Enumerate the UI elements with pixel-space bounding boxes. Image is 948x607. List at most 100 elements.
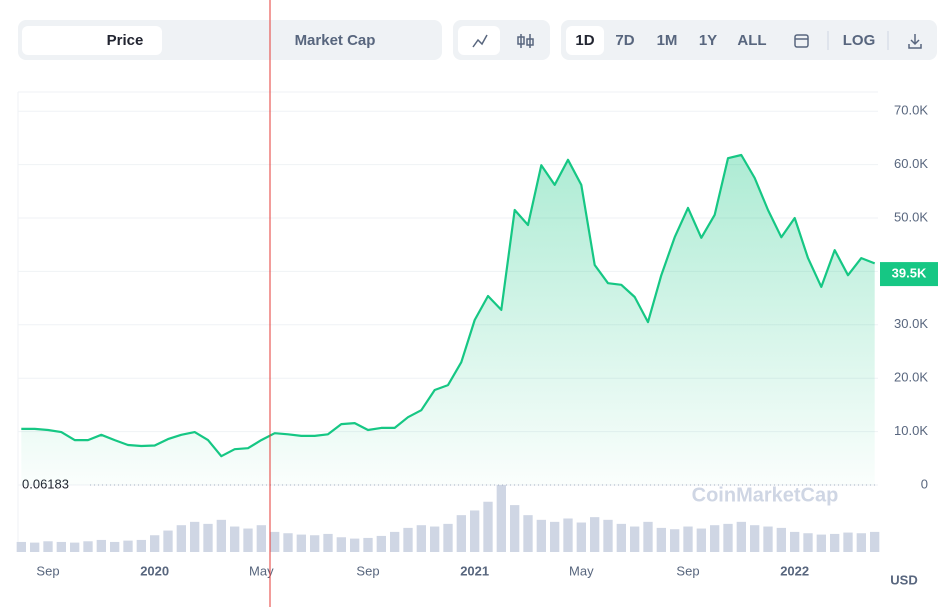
volume-bar — [603, 519, 613, 552]
log-button[interactable]: LOG — [843, 32, 876, 49]
volume-bar — [350, 538, 360, 552]
volume-bar — [443, 523, 453, 552]
volume-bar — [816, 534, 826, 552]
volume-bar — [776, 527, 786, 552]
volume-bar — [723, 523, 733, 552]
y-tick-label: 20.0K — [894, 370, 928, 385]
range-button[interactable]: 1D — [575, 32, 594, 49]
volume-bar — [696, 528, 706, 552]
volume-bar — [430, 526, 440, 552]
current-price-tag — [880, 262, 938, 287]
volume-bar — [536, 519, 546, 552]
volume-bar — [30, 542, 40, 552]
volume-bar — [323, 533, 333, 552]
volume-bar — [83, 541, 93, 552]
calendar-icon[interactable] — [794, 34, 809, 48]
download-icon[interactable] — [908, 34, 922, 49]
area-fill — [21, 155, 875, 485]
y-tick-label: 30.0K — [894, 316, 928, 331]
y-tick-label: 50.0K — [894, 209, 928, 224]
currency-label: USD — [890, 572, 917, 587]
volume-bar — [363, 537, 373, 552]
y-tick-label: 10.0K — [894, 423, 928, 438]
watermark: CoinMarketCap — [692, 484, 839, 506]
volume-bar — [403, 527, 413, 552]
volume-bar — [190, 521, 200, 552]
volume-bar — [110, 541, 120, 552]
volume-bar — [843, 532, 853, 552]
volume-bar — [176, 525, 186, 552]
volume-bar — [390, 531, 400, 552]
volume-bar — [150, 535, 160, 552]
range-group — [561, 20, 937, 60]
volume-bar — [630, 526, 640, 552]
volume-bar — [616, 523, 626, 552]
volume-bar — [470, 510, 480, 552]
volume-bar — [310, 535, 320, 552]
volume-bar — [710, 525, 720, 552]
volume-bar — [456, 515, 466, 552]
volume-bar — [270, 531, 280, 552]
volume-bar — [803, 533, 813, 552]
x-tick-label: May — [249, 563, 274, 578]
candle-icon[interactable] — [517, 34, 534, 48]
x-tick-label: 2021 — [460, 563, 489, 578]
volume-bar — [550, 521, 560, 552]
x-tick-label: Sep — [676, 563, 699, 578]
volume-bar — [563, 518, 573, 552]
line-icon — [472, 34, 488, 48]
volume-bar — [216, 519, 226, 552]
x-tick-label: Sep — [36, 563, 59, 578]
volume-bar — [763, 526, 773, 552]
y-tick-label: 60.0K — [894, 156, 928, 171]
volume-bar — [496, 485, 506, 552]
volume-bar — [483, 501, 493, 552]
volume-bar — [256, 525, 266, 552]
volume-bar — [70, 542, 80, 552]
volume-bar — [683, 526, 693, 552]
x-tick-label: May — [569, 563, 594, 578]
volume-bar — [163, 530, 173, 552]
volume-bar — [336, 537, 346, 552]
volume-bar — [136, 539, 146, 552]
y-tick-label: 70.0K — [894, 103, 928, 118]
volume-bar — [16, 541, 26, 552]
volume-bar — [296, 534, 306, 552]
volume-bar — [856, 533, 866, 552]
volume-bar — [656, 527, 666, 552]
range-active[interactable] — [566, 26, 604, 55]
volume-bar — [123, 540, 133, 552]
volume-bar — [510, 505, 520, 552]
volume-bar — [590, 517, 600, 552]
x-tick-label: 2020 — [140, 563, 169, 578]
volume-bar — [830, 533, 840, 552]
volume-bar — [96, 539, 106, 552]
volume-bar — [43, 541, 53, 552]
x-tick-label: Sep — [356, 563, 379, 578]
volume-bar — [243, 528, 253, 552]
range-button[interactable]: ALL — [737, 32, 766, 49]
volume-bar — [750, 525, 760, 552]
volume-bar — [870, 531, 880, 552]
y-tick-label: 0 — [921, 476, 928, 491]
volume-bar — [736, 521, 746, 552]
volume-bar — [790, 531, 800, 552]
range-button[interactable]: 1Y — [699, 32, 717, 49]
range-button[interactable]: 1M — [657, 32, 678, 49]
volume-bar — [56, 541, 66, 552]
tab[interactable]: Market Cap — [295, 32, 376, 49]
tab[interactable]: Price — [107, 32, 144, 49]
volume-bar — [523, 515, 533, 552]
volume-bar — [416, 525, 426, 552]
volume-bar — [376, 535, 386, 552]
range-button[interactable]: 7D — [615, 32, 634, 49]
volume-bar — [230, 526, 240, 552]
volume-bar — [643, 521, 653, 552]
tab-active[interactable] — [22, 26, 162, 55]
volume-bar — [203, 523, 213, 552]
volume-bar — [576, 522, 586, 552]
x-tick-label: 2022 — [780, 563, 809, 578]
price-line — [21, 153, 876, 458]
volume-bar — [283, 533, 293, 552]
